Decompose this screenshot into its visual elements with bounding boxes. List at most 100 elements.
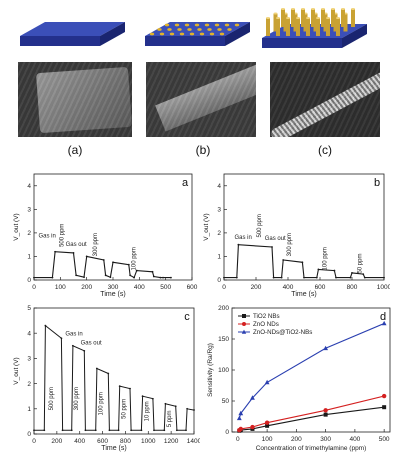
- data-point: [250, 395, 255, 400]
- y-tick-label: 2: [27, 381, 31, 388]
- data-point: [151, 397, 154, 400]
- nanorod-tip: [273, 12, 278, 15]
- nanodot: [219, 32, 225, 36]
- nanorod-tip: [281, 8, 285, 10]
- data-point: [33, 276, 35, 279]
- data-point: [282, 259, 285, 261]
- y-tick-label: 150: [218, 336, 229, 343]
- data-point: [170, 276, 172, 279]
- data-point: [301, 261, 304, 264]
- x-tick-label: 200: [81, 284, 92, 291]
- legend-label: ZnO NDs: [253, 321, 279, 328]
- data-point: [323, 345, 329, 351]
- nanodot: [189, 32, 195, 36]
- data-point: [83, 349, 86, 352]
- data-point: [112, 261, 114, 264]
- data-point: [315, 276, 318, 279]
- chart-panel-letter: d: [380, 311, 386, 323]
- chart-annotation: 500 ppm: [49, 387, 55, 410]
- sem-image-c: [270, 62, 380, 137]
- data-point: [164, 402, 167, 405]
- data-point: [141, 395, 144, 398]
- y-tick-label: 0: [217, 277, 221, 284]
- data-point: [75, 274, 78, 277]
- schematic-belt-b: [145, 22, 250, 46]
- y-tick-label: 5: [27, 305, 31, 312]
- nanorod-tip: [336, 17, 340, 19]
- nanodot: [157, 28, 162, 31]
- panel-label-c: (c): [318, 143, 332, 157]
- chart-annotation: 10 ppm: [144, 401, 150, 421]
- x-axis-label: Time (s): [101, 445, 126, 452]
- plot-frame: [33, 307, 195, 435]
- chart-annotation: Gas out: [81, 341, 102, 347]
- y-tick-label: 4: [27, 330, 31, 337]
- x-tick-label: 600: [187, 284, 198, 291]
- x-tick-label: 300: [108, 284, 119, 291]
- data-point: [94, 429, 97, 432]
- data-point: [54, 250, 56, 253]
- x-tick-label: 0: [32, 284, 36, 291]
- nanodot: [224, 23, 230, 27]
- nanorod: [283, 13, 288, 32]
- nanorod: [323, 13, 328, 32]
- x-axis-label: Time (s): [291, 291, 316, 298]
- nanorod: [351, 9, 355, 27]
- data-point: [109, 276, 112, 279]
- y-tick-label: 0: [27, 431, 31, 438]
- nanorod: [296, 18, 300, 36]
- nanodot: [204, 23, 210, 27]
- chart-annotation: 50 ppm: [121, 399, 127, 419]
- chart-c: 0 200 400 600 800 1000 1200 1400 0 1 2 3 4 5 Time (s) V…: [13, 305, 200, 452]
- y-tick-label: 4: [27, 183, 31, 190]
- sem-image-a: [18, 62, 132, 137]
- nanorod-tip: [296, 17, 300, 19]
- data-point: [85, 255, 88, 258]
- nanorod: [311, 9, 315, 27]
- nanorod-tip: [351, 8, 355, 10]
- x-tick-label: 100: [55, 284, 66, 291]
- legend-marker: [241, 329, 247, 334]
- chart-annotation: 100 ppm: [131, 247, 137, 270]
- data-point: [238, 426, 243, 432]
- nanorod-tip: [311, 8, 315, 10]
- y-axis-label: V_out (V): [13, 357, 20, 384]
- x-tick-label: 1000: [377, 284, 390, 291]
- data-point: [118, 385, 121, 388]
- data-point: [130, 429, 133, 432]
- data-point: [333, 269, 336, 272]
- legend-marker: [242, 314, 246, 318]
- nanorod: [301, 9, 305, 27]
- x-tick-label: 0: [32, 438, 36, 445]
- nanodot: [199, 32, 205, 36]
- data-point: [84, 429, 87, 432]
- data-point: [381, 393, 387, 399]
- x-tick-label: 0: [236, 436, 240, 443]
- data-point: [264, 379, 270, 385]
- x-tick-label: 200: [51, 438, 62, 445]
- data-point: [303, 276, 305, 279]
- x-tick-label: 800: [347, 284, 358, 291]
- x-tick-label: 600: [97, 438, 108, 445]
- nanodot: [164, 23, 170, 27]
- x-axis-label: Time (s): [100, 291, 125, 298]
- y-axis-label: V_out (V): [203, 213, 210, 240]
- data-point: [104, 274, 107, 277]
- nanorod-tip: [286, 17, 290, 19]
- chart-annotation: Gas out: [66, 242, 87, 248]
- nanorod-tip: [276, 17, 280, 19]
- nanodot: [187, 28, 192, 31]
- panel-label-a: (a): [67, 143, 83, 157]
- series-line: [238, 322, 385, 419]
- data-point: [151, 270, 154, 273]
- chart-annotation: 300 ppm: [93, 233, 99, 256]
- data-point: [250, 424, 255, 430]
- x-tick-label: 400: [349, 436, 360, 443]
- schematic-row: [20, 8, 367, 48]
- nanodot: [184, 23, 190, 27]
- data-point: [95, 367, 98, 370]
- nanorod: [333, 13, 338, 32]
- data-point: [70, 429, 73, 432]
- x-tick-label: 1000: [141, 438, 156, 445]
- x-axis-label: Concentration of trimethylamine (ppm): [256, 445, 367, 452]
